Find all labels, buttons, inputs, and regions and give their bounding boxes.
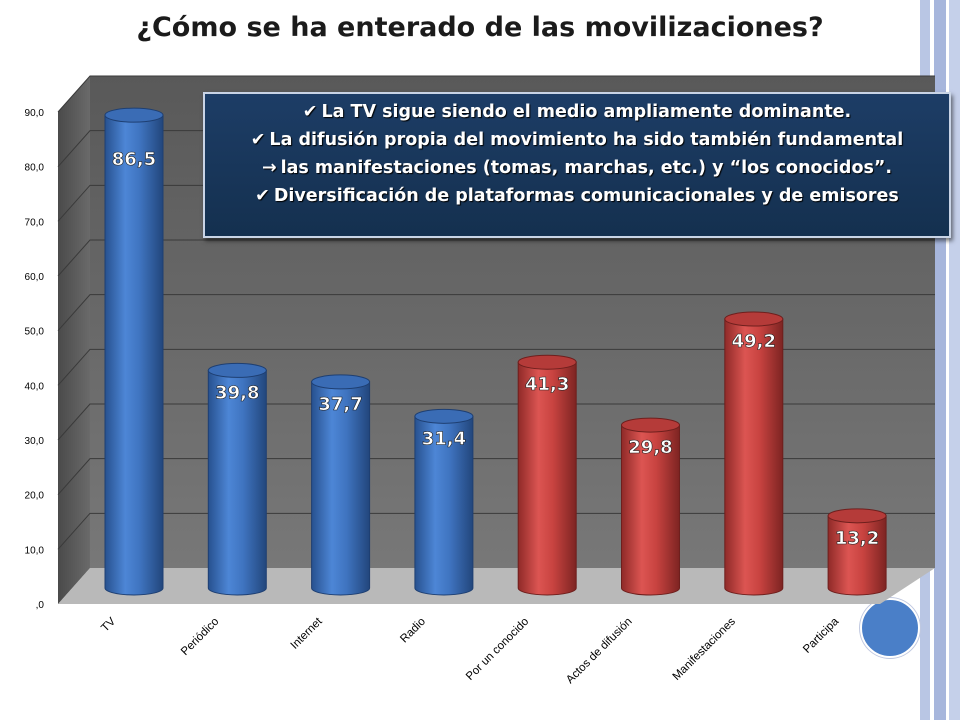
y-tick-label: 50,0 <box>25 327 45 338</box>
bar <box>724 311 784 596</box>
y-tick-label: 90,0 <box>25 108 45 119</box>
gridline <box>57 239 935 277</box>
bar-body <box>827 515 887 596</box>
y-tick-label: 30,0 <box>25 436 45 447</box>
bar <box>104 107 164 596</box>
callout-text-1: La TV sigue siendo el medio ampliamente … <box>321 102 852 122</box>
callout-line-4: ✔ Diversificación de plataformas comunica… <box>205 182 949 210</box>
y-tick-label: 70,0 <box>25 217 45 228</box>
bar <box>414 408 474 596</box>
data-label: 13,2 <box>835 528 879 549</box>
arrow-right-icon: → <box>261 158 277 178</box>
x-tick-label: Participa <box>801 615 842 656</box>
callout-line-1: ✔ La TV sigue siendo el medio ampliamente… <box>205 98 949 126</box>
y-tick-label: 80,0 <box>25 163 45 174</box>
gridline <box>57 348 935 386</box>
bar-body <box>517 361 577 596</box>
y-tick-label: 60,0 <box>25 272 45 283</box>
bar-top <box>827 508 887 524</box>
slide-title: ¿Cómo se ha enterado de las movilizacion… <box>136 12 824 43</box>
gridline <box>57 75 935 113</box>
bar-body <box>104 114 164 596</box>
callout-text-3: las manifestaciones (tomas, marchas, etc… <box>280 158 893 178</box>
bar-top <box>414 408 474 424</box>
callout-line-2: ✔ La difusión propia del movimiento ha si… <box>205 126 949 154</box>
chart-floor <box>58 568 935 604</box>
x-tick-label: Por un conocido <box>464 616 531 683</box>
y-tick-label: 40,0 <box>25 381 45 392</box>
data-label: 86,5 <box>112 149 156 170</box>
y-tick-label: 10,0 <box>25 545 45 556</box>
bar-top <box>311 374 371 390</box>
bar-body <box>414 415 474 596</box>
bar-body <box>724 318 784 596</box>
bar-body <box>621 424 680 596</box>
bar <box>311 374 371 596</box>
bar-top <box>104 107 164 123</box>
data-label: 37,7 <box>318 394 362 415</box>
x-tick-label: Manifestaciones <box>671 615 738 682</box>
bar <box>621 417 680 596</box>
check-icon: ✔ <box>255 186 270 206</box>
x-tick-label: Actos de difusión <box>564 616 634 686</box>
callout-text-2: La difusión propia del movimiento ha sid… <box>269 130 904 150</box>
bar-top <box>621 417 680 433</box>
data-label: 29,8 <box>628 437 672 458</box>
callout-text-4: Diversificación de plataformas comunicac… <box>273 186 899 206</box>
summary-callout: ✔ La TV sigue siendo el medio ampliamente… <box>203 92 951 238</box>
chart-side-wall <box>58 76 90 604</box>
data-label: 41,3 <box>525 374 569 395</box>
bar <box>827 508 887 596</box>
gridline <box>57 403 935 441</box>
check-icon: ✔ <box>250 130 266 150</box>
bar <box>207 362 267 596</box>
x-tick-label: Internet <box>289 615 326 652</box>
data-label: 31,4 <box>422 428 466 449</box>
bar <box>517 354 577 596</box>
bar-top <box>517 354 577 370</box>
callout-line-3: → las manifestaciones (tomas, marchas, et… <box>205 154 949 182</box>
decoration-circle <box>860 598 920 658</box>
x-tick-label: Periódico <box>179 616 221 658</box>
x-tick-label: Radio <box>398 616 428 646</box>
check-icon: ✔ <box>302 102 318 122</box>
bar-body <box>311 381 371 596</box>
x-tick-label: TV <box>99 615 118 634</box>
bar-body <box>207 369 267 596</box>
y-tick-label: ,0 <box>36 600 45 611</box>
bar-top <box>207 362 267 378</box>
bar-top <box>724 311 784 327</box>
data-label: 49,2 <box>732 331 776 352</box>
data-label: 39,8 <box>215 382 259 403</box>
y-tick-label: 20,0 <box>25 491 45 502</box>
gridline <box>57 294 935 331</box>
